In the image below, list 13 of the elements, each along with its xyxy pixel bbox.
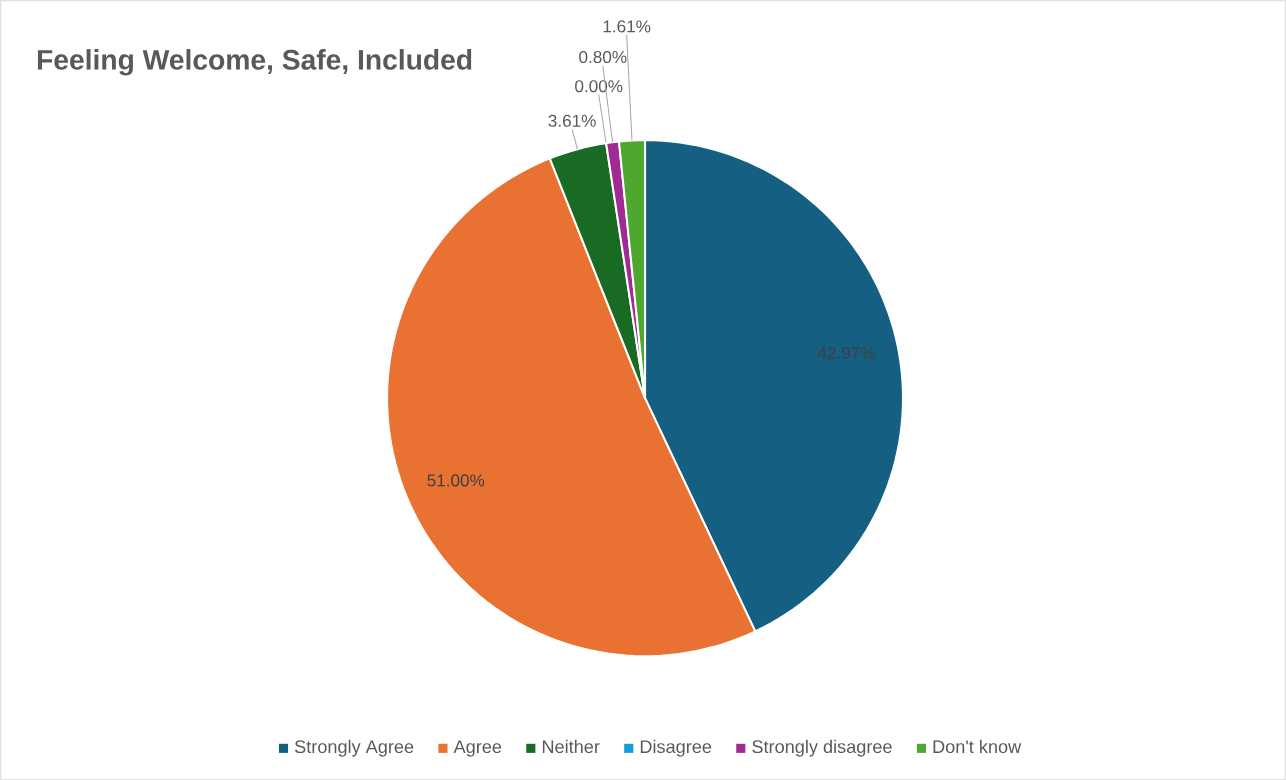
legend-label: Neither: [542, 739, 600, 754]
data-label: 51.00%: [427, 474, 485, 487]
data-label: 0.80%: [579, 50, 627, 63]
legend-label: Strongly Agree: [294, 739, 414, 757]
legend-label: Strongly disagree: [752, 739, 892, 757]
text: Feeling Welcome, Safe, Included: [37, 49, 472, 76]
legend-label: Don't know: [933, 739, 1022, 754]
legend-label: Disagree: [640, 739, 712, 757]
legend-label: Agree: [453, 740, 502, 757]
text: 0.00%: [575, 80, 623, 93]
data-label: 1.61%: [603, 20, 651, 33]
data-label: 42.97%: [817, 346, 875, 359]
data-label: 3.61%: [548, 114, 596, 127]
